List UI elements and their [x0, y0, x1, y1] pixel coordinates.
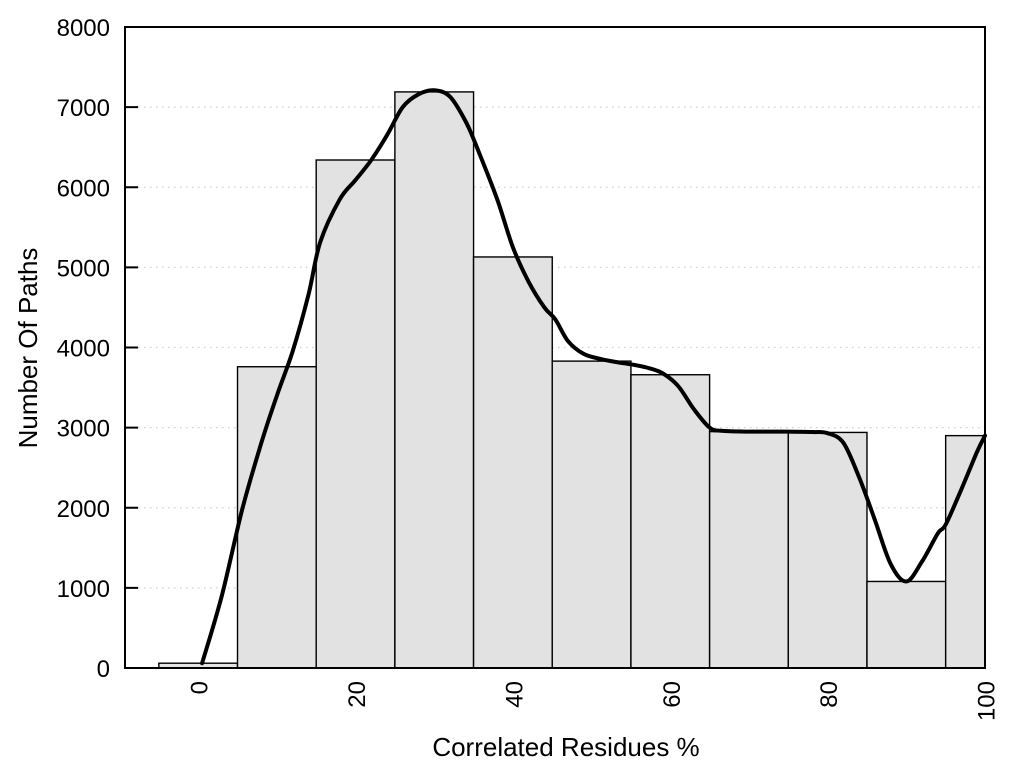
y-tick-label: 1000 — [57, 576, 110, 603]
histogram-bars — [158, 91, 986, 669]
density-curve — [200, 88, 987, 666]
y-axis-title: Number Of Paths — [13, 248, 43, 449]
x-tick-label: 100 — [974, 681, 1001, 721]
x-axis-tick-labels: 0 20 40 60 80 100 — [187, 681, 1001, 721]
y-tick-label: 7000 — [57, 95, 110, 122]
x-tick-label: 0 — [187, 681, 214, 694]
y-tick-label: 4000 — [57, 336, 110, 363]
x-tick-label: 40 — [501, 681, 528, 708]
y-tick-label: 6000 — [57, 175, 110, 202]
y-tick-label: 2000 — [57, 496, 110, 523]
y-axis-ticks — [125, 106, 138, 589]
y-tick-label: 5000 — [57, 255, 110, 282]
y-tick-label: 8000 — [57, 15, 110, 42]
x-tick-label: 20 — [344, 681, 371, 708]
y-tick-label: 3000 — [57, 416, 110, 443]
x-axis-title: Correlated Residues % — [432, 732, 699, 762]
x-tick-label: 60 — [659, 681, 686, 708]
y-tick-label: 0 — [97, 656, 110, 683]
x-tick-label: 80 — [816, 681, 843, 708]
y-axis-tick-labels: 0 1000 2000 3000 4000 5000 6000 7000 8000 — [57, 15, 110, 683]
